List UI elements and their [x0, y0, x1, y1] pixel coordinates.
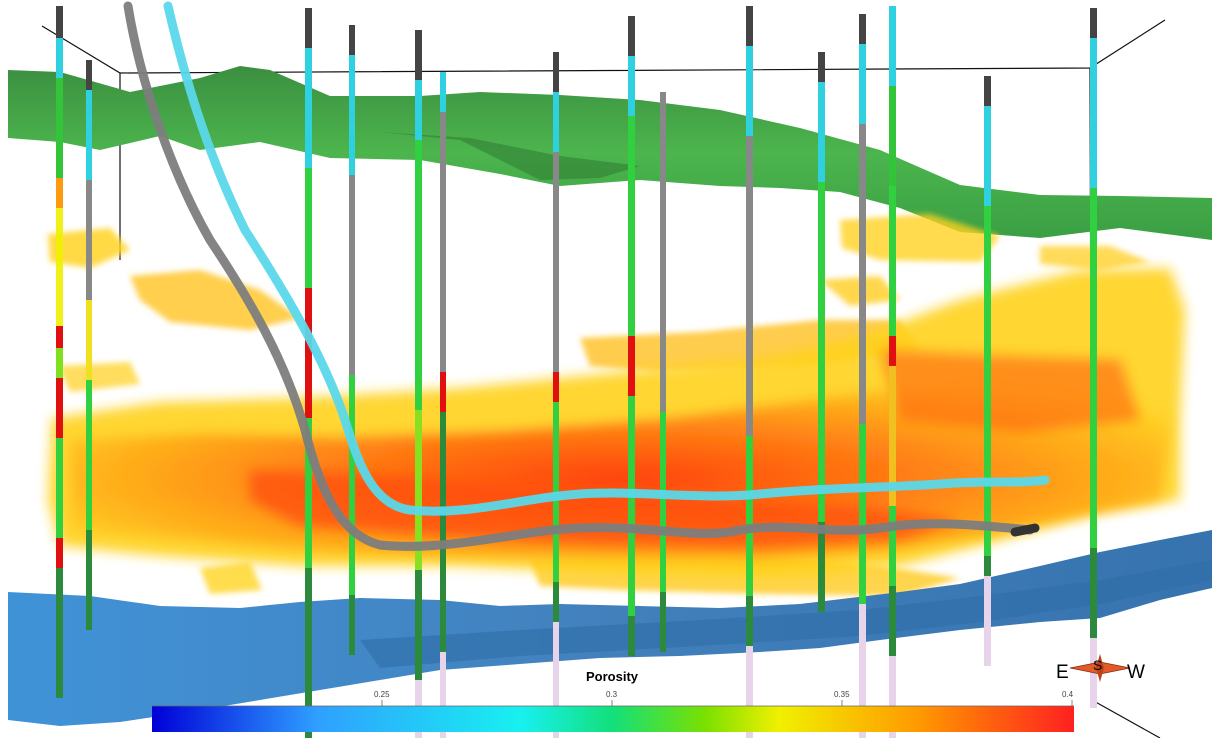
- well-5: [415, 30, 422, 738]
- wells: [56, 6, 1097, 738]
- well-13: [889, 6, 896, 738]
- horizontal-wells: [123, 1, 1050, 551]
- well-12: [859, 14, 866, 738]
- well-6: [440, 72, 446, 738]
- legend-tick-label: 0.4: [1062, 690, 1074, 699]
- well-11: [818, 52, 825, 612]
- legend-color-bar: [152, 706, 1074, 732]
- compass-west-label: W: [1127, 662, 1145, 683]
- well-9: [660, 92, 666, 652]
- well-7: [553, 52, 559, 738]
- compass-rose-icon: [1069, 654, 1131, 682]
- base-horizon-shading: [360, 560, 1212, 668]
- cyan-horizontal-well: [163, 1, 1050, 516]
- well-14: [984, 76, 991, 666]
- well-1: [56, 6, 63, 698]
- well-8: [628, 16, 635, 656]
- legend-tick-label: 0.35: [834, 690, 850, 699]
- well-15: [1090, 8, 1097, 708]
- well-3: [305, 8, 312, 738]
- compass-east-label: E: [1056, 662, 1069, 683]
- legend-title: Porosity: [586, 669, 639, 684]
- compass-south-label: S: [1093, 657, 1103, 673]
- top-horizon-shading: [380, 132, 640, 180]
- well-4: [349, 25, 355, 655]
- porosity-legend: [152, 700, 1074, 732]
- gray-horizontal-well: [123, 1, 1035, 551]
- legend-tick-label: 0.25: [374, 690, 390, 699]
- legend-tick-label: 0.3: [606, 690, 618, 699]
- well-10: [746, 6, 753, 738]
- well-2: [86, 60, 92, 630]
